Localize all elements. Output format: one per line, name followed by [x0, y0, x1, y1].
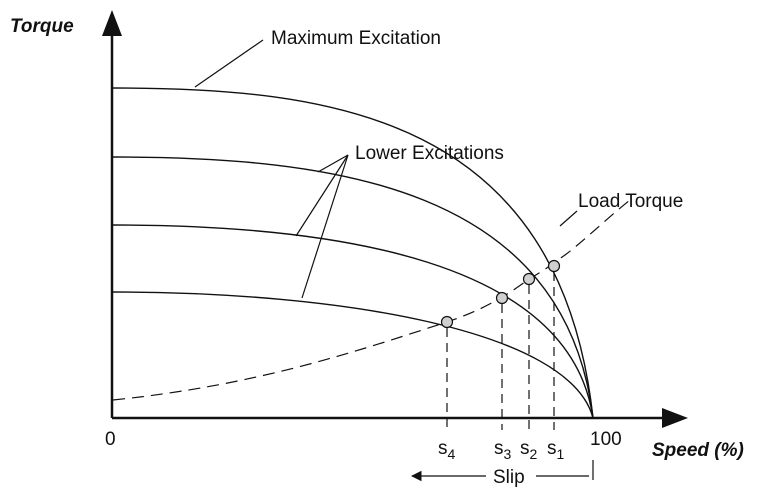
curve-lower-excitation-1: [111, 156, 594, 419]
label-slip: Slip: [493, 467, 525, 487]
curve-maximum-excitation: [111, 87, 594, 419]
operating-point-s3: [495, 291, 509, 305]
operating-point-s2: [522, 272, 536, 286]
slip-marker-s2: s2: [520, 438, 538, 462]
leader-lower-3: [301, 154, 349, 299]
slip-marker-s3: s3: [494, 438, 512, 462]
x-axis-arrow-icon: [662, 408, 688, 428]
operating-point-s1: [547, 259, 561, 273]
x-axis-zero-label: 0: [105, 429, 116, 450]
leader-load-torque: [559, 210, 578, 227]
leader-maximum-excitation: [194, 39, 264, 88]
curve-lower-excitation-3: [111, 291, 594, 419]
y-axis-label: Torque: [10, 16, 74, 37]
curve-load-torque: [112, 199, 631, 401]
label-lower-excitations: Lower Excitations: [355, 143, 504, 164]
curve-lower-excitation-2: [111, 224, 594, 419]
slip-marker-s4: s4: [438, 438, 456, 462]
y-axis-arrow-icon: [102, 10, 122, 36]
label-load-torque: Load Torque: [578, 191, 683, 212]
label-maximum-excitation: Maximum Excitation: [271, 28, 441, 49]
x-axis-hundred-label: 100: [590, 429, 622, 450]
leader-lower-1: [317, 154, 349, 173]
slip-marker-s1: s1: [547, 438, 565, 462]
operating-point-s4: [440, 315, 454, 329]
x-axis-label: Speed (%): [652, 440, 744, 461]
leader-lower-2: [295, 154, 349, 237]
